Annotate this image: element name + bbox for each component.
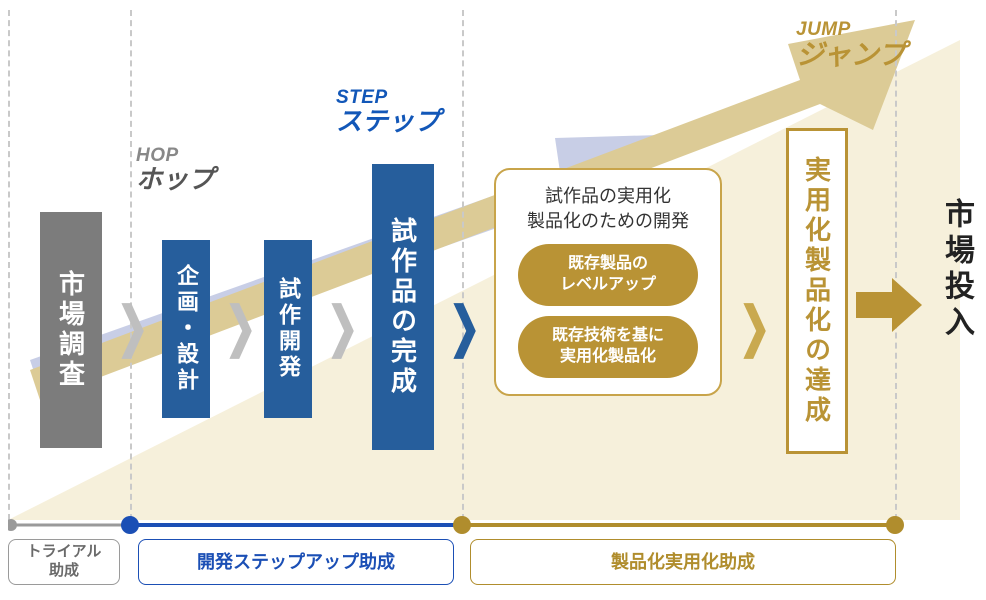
- timeline-label-trial-line2: 助成: [27, 562, 102, 581]
- box-prototype-complete: 試作品の完成: [372, 164, 434, 450]
- chev-4: ❯: [449, 300, 481, 354]
- box-plan-design: 企画・設計: [162, 240, 210, 418]
- divider-3: [895, 10, 897, 520]
- box-market-research-text: 市場調査: [53, 270, 90, 390]
- timeline-label-step: 開発ステップアップ助成: [138, 539, 454, 585]
- phase-jump-jp: ジャンプ: [796, 40, 906, 69]
- pill-levelup-line1: 既存製品の: [536, 254, 680, 275]
- timeline-label-jump: 製品化実用化助成: [470, 539, 896, 585]
- final-market-launch: 市場投入: [934, 198, 978, 342]
- timeline: トライアル 助成 開発ステップアップ助成 製品化実用化助成: [8, 515, 978, 587]
- box-prototype-dev-text: 試作開発: [272, 277, 304, 381]
- pill-existing-tech-line2: 実用化製品化: [536, 347, 680, 368]
- phase-step-jp: ステップ: [336, 108, 440, 135]
- box-achievement-text: 実用化製品化の達成: [799, 156, 836, 426]
- chev-5: ❯: [739, 300, 771, 354]
- diagram-canvas: HOP ホップ STEP ステップ JUMP ジャンプ 市場調査 ❯ 企画・設計…: [0, 0, 986, 600]
- pill-levelup: 既存製品の レベルアップ: [518, 244, 698, 306]
- pill-levelup-line2: レベルアップ: [536, 275, 680, 296]
- phase-step-en: STEP: [336, 88, 440, 108]
- box-prototype-dev: 試作開発: [264, 240, 312, 418]
- timeline-label-trial: トライアル 助成: [8, 539, 120, 585]
- divider-0: [8, 10, 10, 520]
- timeline-svg: [8, 515, 978, 535]
- pill-existing-tech-line1: 既存技術を基に: [536, 326, 680, 347]
- timeline-label-trial-line1: トライアル: [27, 543, 102, 562]
- timeline-label-step-text: 開発ステップアップ助成: [197, 551, 395, 574]
- pill-existing-tech: 既存技術を基に 実用化製品化: [518, 316, 698, 378]
- chev-2: ❯: [225, 300, 257, 354]
- phase-step-label: STEP ステップ: [336, 88, 440, 135]
- phase-hop-en: HOP: [136, 146, 214, 166]
- phase-hop-jp: ホップ: [136, 166, 214, 193]
- phase-jump-en: JUMP: [796, 20, 906, 40]
- card-title-line2: 製品化のための開発: [527, 209, 689, 234]
- chev-3: ❯: [327, 300, 359, 354]
- card-development: 試作品の実用化 製品化のための開発 既存製品の レベルアップ 既存技術を基に 実…: [494, 168, 722, 396]
- box-prototype-complete-text: 試作品の完成: [385, 217, 422, 397]
- card-title-line1: 試作品の実用化: [527, 184, 689, 209]
- final-arrow-icon: [856, 270, 926, 340]
- box-plan-design-text: 企画・設計: [170, 264, 202, 394]
- divider-2: [462, 10, 464, 520]
- chev-1: ❯: [117, 300, 149, 354]
- timeline-label-jump-text: 製品化実用化助成: [611, 551, 755, 574]
- box-achievement: 実用化製品化の達成: [786, 128, 848, 454]
- box-market-research: 市場調査: [40, 212, 102, 448]
- card-title: 試作品の実用化 製品化のための開発: [527, 184, 689, 234]
- phase-hop-label: HOP ホップ: [136, 146, 214, 193]
- phase-jump-label: JUMP ジャンプ: [796, 20, 906, 69]
- divider-1: [130, 10, 132, 520]
